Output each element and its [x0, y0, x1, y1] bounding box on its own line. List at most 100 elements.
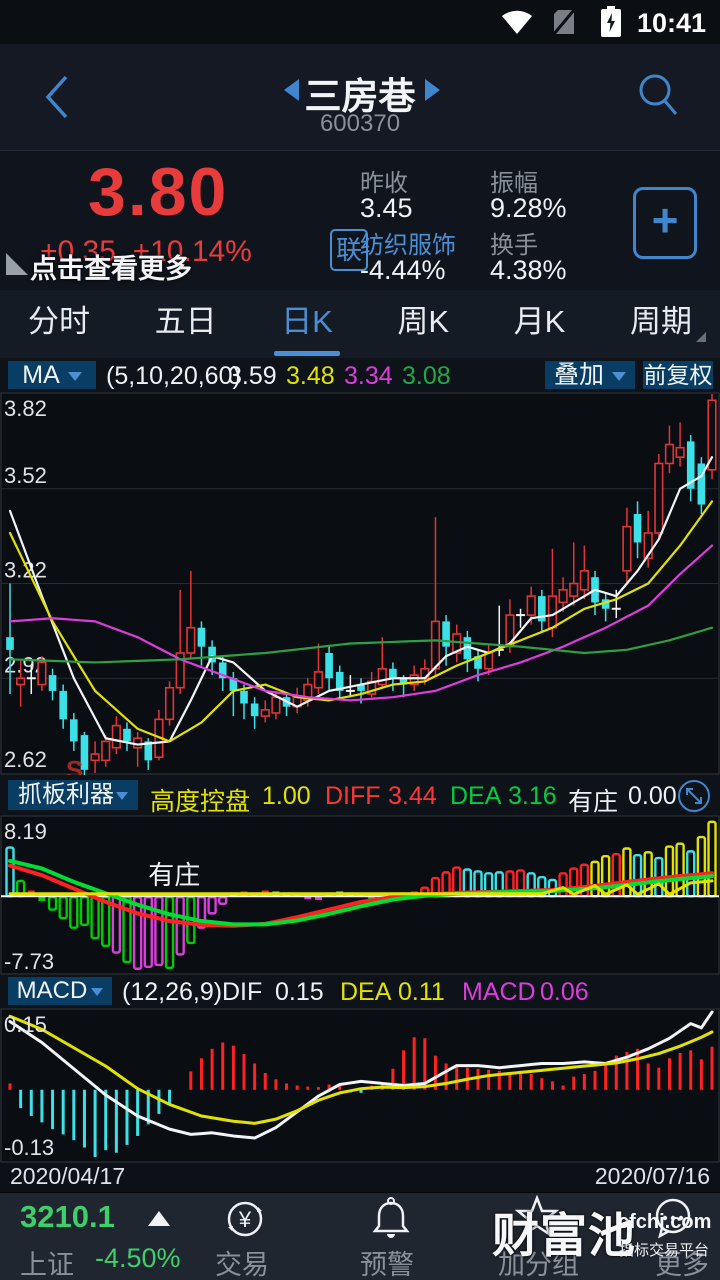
- trade-label[interactable]: 交易: [215, 1250, 269, 1280]
- macd-value: 0.06: [540, 978, 589, 1006]
- dea-label: DEA: [340, 978, 392, 1006]
- control-level-label: 高度控盘: [150, 788, 251, 816]
- index-change: -4.50%: [95, 1243, 181, 1273]
- add-group-star-icon[interactable]: [515, 1195, 559, 1239]
- kline-chart[interactable]: 3.823.523.222.922.62 S: [0, 392, 720, 775]
- dea-value: 0.11: [398, 978, 445, 1006]
- chevron-down-icon: [91, 987, 104, 996]
- dif-value: 0.15: [275, 978, 324, 1006]
- dif-label: DIF: [222, 978, 263, 1006]
- sector-change-value: -4.44%: [360, 255, 446, 285]
- back-icon[interactable]: [44, 74, 70, 120]
- add-to-watchlist-button[interactable]: +: [633, 187, 697, 259]
- sub-indicator-chart[interactable]: 8.19 -7.73 有庄: [0, 815, 720, 975]
- svg-text:2.62: 2.62: [4, 747, 47, 772]
- expand-panel-icon[interactable]: [148, 1211, 170, 1226]
- change-value: +0.35: [40, 235, 116, 268]
- date-axis: 2020/04/17 2020/07/16: [0, 1163, 720, 1192]
- ma-selector-button[interactable]: MA: [8, 361, 96, 389]
- svg-text:3.52: 3.52: [4, 463, 47, 488]
- end-date: 2020/07/16: [594, 1163, 710, 1189]
- search-icon[interactable]: [636, 72, 680, 118]
- amplitude-label: 振幅: [490, 170, 538, 197]
- dropdown-corner-icon: [695, 332, 706, 342]
- amplitude-value: 9.28%: [490, 193, 567, 223]
- more-info-hint[interactable]: 点击查看更多: [30, 254, 192, 284]
- tab-weekly-k[interactable]: 周K: [397, 304, 450, 339]
- corner-marker-icon: [6, 253, 28, 275]
- macd-params: (12,26,9): [122, 978, 223, 1006]
- tab-five-day[interactable]: 五日: [154, 304, 217, 339]
- link-badge[interactable]: 联: [330, 229, 368, 271]
- next-stock-icon[interactable]: [425, 79, 440, 101]
- svg-text:-0.13: -0.13: [4, 1135, 54, 1160]
- alert-label[interactable]: 预警: [360, 1250, 414, 1280]
- sim-disabled-icon: [552, 9, 576, 35]
- alert-bell-icon[interactable]: [370, 1196, 412, 1240]
- turnover-value: 4.38%: [490, 255, 567, 285]
- svg-text:0.15: 0.15: [4, 1012, 47, 1037]
- sub-indicator-legend-row: 抓板利器 高度控盘 1.00 DIFF 3.44 DEA 3.16 有庄 0.0…: [0, 775, 720, 816]
- battery-charging-icon: [601, 6, 621, 37]
- chevron-down-icon: [67, 371, 82, 381]
- status-time: 10:41: [636, 8, 706, 38]
- svg-text:S: S: [66, 755, 83, 775]
- fullscreen-icon[interactable]: [676, 778, 712, 814]
- tab-minute[interactable]: 分时: [28, 304, 90, 339]
- price-change: +0.35 +10.14%: [40, 235, 252, 269]
- page-title: 三房巷: [304, 76, 416, 117]
- sector-link[interactable]: 纺织服饰: [360, 232, 456, 259]
- change-percent: +10.14%: [132, 235, 252, 268]
- dea-label: DEA: [450, 782, 502, 810]
- quote-panel: 3.80 +0.35 +10.14% 点击查看更多 联 昨收 3.45 纺织服饰…: [0, 150, 720, 291]
- svg-text:¥: ¥: [238, 1207, 252, 1232]
- svg-text:3.22: 3.22: [4, 558, 47, 583]
- watermark-tagline: 指标交易平台: [619, 1242, 710, 1259]
- start-date: 2020/04/17: [10, 1163, 126, 1189]
- index-name: 上证: [20, 1250, 74, 1280]
- ma-legend-row: MA (5,10,20,60) 3.59 3.48 3.34 3.08 叠加 前…: [0, 358, 720, 392]
- more-label[interactable]: 更多: [655, 1250, 709, 1280]
- bottom-nav-bar: 3210.1 上证 -4.50% ¥ 交易 预警 加分组 更多: [0, 1192, 720, 1280]
- ma10-value: 3.48: [286, 362, 335, 390]
- more-bubble-icon[interactable]: [650, 1196, 696, 1240]
- title-bar: 三房巷 600370: [0, 44, 720, 150]
- prev-stock-icon[interactable]: [284, 79, 299, 101]
- status-bar: 10:41: [0, 0, 720, 44]
- svg-text:8.19: 8.19: [4, 819, 47, 844]
- tab-monthly-k[interactable]: 月K: [513, 304, 566, 339]
- banker-value: 0.00: [628, 782, 677, 810]
- tab-daily-k[interactable]: 日K: [274, 290, 340, 358]
- dea-value: 3.16: [508, 782, 557, 810]
- macd-chart[interactable]: 0.15 -0.13: [0, 1008, 720, 1163]
- trade-icon[interactable]: ¥: [224, 1198, 266, 1240]
- watermark-domain: cfchi.com: [618, 1211, 712, 1233]
- chevron-down-icon: [116, 791, 128, 800]
- ma-params: (5,10,20,60): [106, 362, 241, 390]
- macd-label: MACD: [462, 978, 536, 1006]
- banker-label: 有庄: [568, 788, 619, 816]
- svg-text:-7.73: -7.73: [4, 949, 54, 974]
- index-value[interactable]: 3210.1: [20, 1199, 115, 1234]
- prev-close-value: 3.45: [360, 193, 413, 223]
- diff-value: 3.44: [388, 782, 437, 810]
- macd-selector-button[interactable]: MACD: [8, 977, 112, 1005]
- turnover-label: 换手: [490, 232, 538, 259]
- overlay-button[interactable]: 叠加: [545, 361, 635, 389]
- add-group-label[interactable]: 加分组: [498, 1250, 579, 1280]
- watermark-brand: 财富池: [492, 1209, 636, 1262]
- indicator-selector-button[interactable]: 抓板利器: [8, 780, 138, 810]
- forward-adjust-button[interactable]: 前复权: [643, 361, 713, 389]
- tab-period[interactable]: 周期: [630, 290, 706, 358]
- macd-legend-row: MACD (12,26,9) DIF 0.15 DEA 0.11 MACD 0.…: [0, 975, 720, 1008]
- diff-label: DIFF: [325, 782, 381, 810]
- prev-close-label: 昨收: [360, 170, 408, 197]
- control-level-value: 1.00: [262, 782, 311, 810]
- period-tab-bar: 分时 五日 日K 周K 月K 周期: [0, 290, 720, 358]
- last-price: 3.80: [88, 154, 229, 230]
- chevron-down-icon: [612, 371, 626, 381]
- svg-text:有庄: 有庄: [148, 860, 200, 890]
- wifi-icon: [502, 10, 532, 34]
- ma20-value: 3.34: [344, 362, 393, 390]
